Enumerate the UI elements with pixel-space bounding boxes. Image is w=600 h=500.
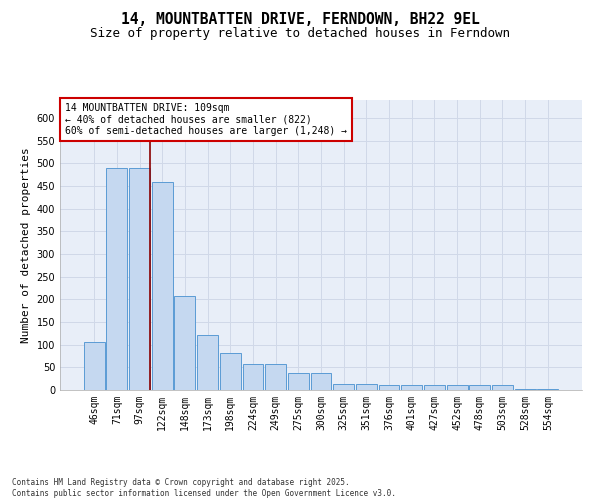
Bar	[515, 389, 536, 390]
Bar	[265, 364, 286, 390]
Bar	[288, 373, 309, 390]
Bar	[152, 182, 173, 390]
Bar	[175, 296, 196, 390]
Bar	[401, 386, 422, 390]
Bar	[129, 168, 150, 390]
Bar	[197, 334, 218, 390]
Bar	[242, 364, 263, 390]
Bar	[311, 373, 331, 390]
Bar	[356, 384, 377, 390]
Bar	[424, 386, 445, 390]
Bar	[106, 168, 127, 390]
Text: Size of property relative to detached houses in Ferndown: Size of property relative to detached ho…	[90, 28, 510, 40]
Text: Contains HM Land Registry data © Crown copyright and database right 2025.
Contai: Contains HM Land Registry data © Crown c…	[12, 478, 396, 498]
Bar	[469, 386, 490, 390]
Y-axis label: Number of detached properties: Number of detached properties	[21, 147, 31, 343]
Text: 14, MOUNTBATTEN DRIVE, FERNDOWN, BH22 9EL: 14, MOUNTBATTEN DRIVE, FERNDOWN, BH22 9E…	[121, 12, 479, 28]
Bar	[333, 384, 354, 390]
Bar	[538, 389, 558, 390]
Bar	[446, 386, 467, 390]
Bar	[379, 386, 400, 390]
Bar	[492, 386, 513, 390]
Bar	[84, 342, 104, 390]
Bar	[220, 353, 241, 390]
Text: 14 MOUNTBATTEN DRIVE: 109sqm
← 40% of detached houses are smaller (822)
60% of s: 14 MOUNTBATTEN DRIVE: 109sqm ← 40% of de…	[65, 103, 347, 136]
